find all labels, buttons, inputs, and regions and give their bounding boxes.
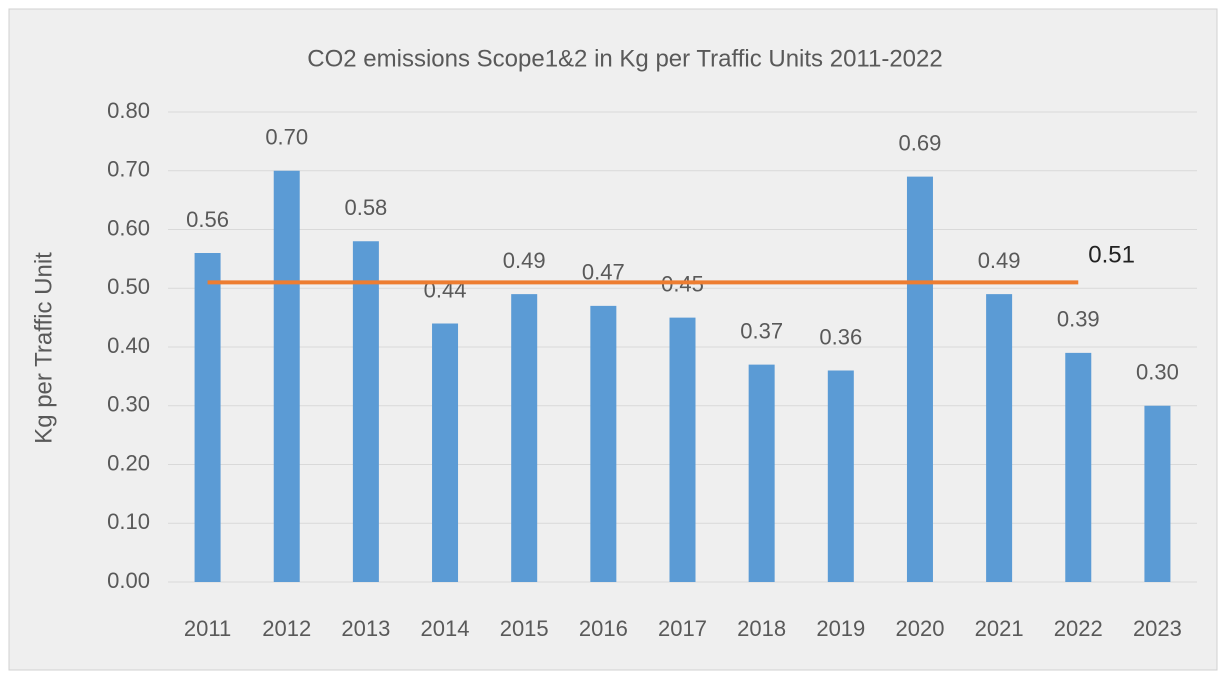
y-tick-label: 0.60 xyxy=(107,215,150,240)
data-label: 0.36 xyxy=(819,324,862,349)
data-label: 0.49 xyxy=(503,248,546,273)
data-label: 0.56 xyxy=(186,207,229,232)
y-tick-label: 0.20 xyxy=(107,450,150,475)
bar xyxy=(194,253,221,582)
y-axis-label: Kg per Traffic Unit xyxy=(30,252,57,444)
y-tick-label: 0.30 xyxy=(107,392,150,417)
data-label: 0.49 xyxy=(978,248,1021,273)
bar xyxy=(511,294,538,582)
x-tick-label: 2016 xyxy=(579,616,628,641)
x-tick-label: 2021 xyxy=(975,616,1024,641)
x-tick-label: 2011 xyxy=(184,616,231,641)
bar xyxy=(590,305,617,582)
bar xyxy=(1144,405,1171,582)
x-tick-label: 2014 xyxy=(421,616,470,641)
bar xyxy=(827,370,854,582)
y-tick-label: 0.80 xyxy=(107,98,150,123)
y-tick-label: 0.50 xyxy=(107,274,150,299)
data-label: 0.37 xyxy=(740,318,783,343)
y-tick-label: 0.00 xyxy=(107,568,150,593)
x-tick-label: 2022 xyxy=(1054,616,1103,641)
x-tick-label: 2015 xyxy=(500,616,549,641)
x-tick-label: 2019 xyxy=(816,616,865,641)
data-label: 0.39 xyxy=(1057,307,1100,332)
bar xyxy=(432,323,459,582)
x-tick-label: 2012 xyxy=(262,616,311,641)
x-tick-label: 2017 xyxy=(658,616,707,641)
bar xyxy=(906,176,933,582)
y-tick-label: 0.40 xyxy=(107,333,150,358)
bar xyxy=(1065,352,1092,582)
x-tick-label: 2013 xyxy=(341,616,390,641)
y-tick-label: 0.10 xyxy=(107,509,150,534)
x-tick-label: 2023 xyxy=(1133,616,1182,641)
average-label: 0.51 xyxy=(1088,242,1135,269)
x-tick-label: 2018 xyxy=(737,616,786,641)
data-label: 0.30 xyxy=(1136,360,1179,385)
bar xyxy=(273,170,300,582)
bar xyxy=(748,364,775,582)
bar xyxy=(986,294,1013,582)
data-label: 0.70 xyxy=(265,125,308,150)
x-tick-label: 2020 xyxy=(895,616,944,641)
y-tick-label: 0.70 xyxy=(107,157,150,182)
data-label: 0.58 xyxy=(344,195,387,220)
chart-title: CO2 emissions Scope1&2 in Kg per Traffic… xyxy=(307,45,942,72)
bar xyxy=(352,241,379,582)
bar xyxy=(669,317,696,582)
data-label: 0.69 xyxy=(899,130,942,155)
